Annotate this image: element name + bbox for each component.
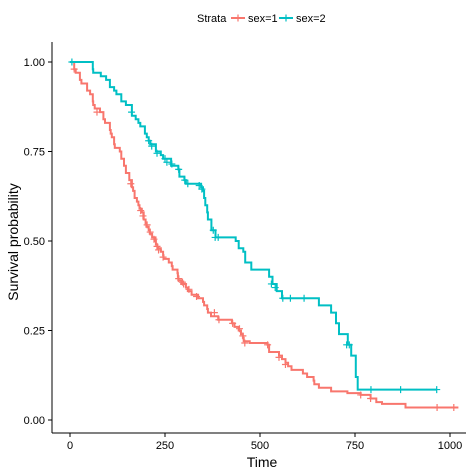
y-tick-label: 1.00 (24, 57, 45, 69)
censor-mark (153, 242, 161, 250)
censor-mark (68, 58, 76, 66)
legend-label: sex=2 (296, 13, 326, 25)
series-layer (68, 58, 459, 411)
censor-mark (168, 160, 176, 168)
censor-mark (161, 155, 169, 163)
censor-mark (128, 108, 136, 116)
censor-mark (357, 391, 365, 399)
censor-mark (300, 294, 308, 302)
censor-mark (175, 275, 183, 283)
censor-mark (450, 403, 458, 411)
x-tick-label: 750 (346, 440, 364, 452)
censor-mark (139, 212, 147, 220)
censor-mark (433, 403, 441, 411)
y-tick-label: 0.50 (24, 236, 45, 248)
x-tick-label: 1000 (438, 440, 462, 452)
censor-mark (241, 339, 249, 347)
censor-mark (193, 292, 201, 300)
censor-mark (215, 316, 223, 324)
censor-mark (279, 294, 287, 302)
survival-curve (70, 61, 437, 391)
censor-mark (137, 207, 145, 215)
censor-mark (229, 319, 237, 327)
y-tick-label: 0.00 (24, 415, 45, 427)
censor-mark (214, 233, 222, 241)
censor-mark (235, 325, 243, 333)
legend-key-cross (282, 14, 290, 22)
censor-mark (184, 180, 192, 188)
y-tick-label: 0.75 (24, 147, 45, 159)
censor-mark (286, 294, 294, 302)
censor-mark (175, 165, 183, 173)
censor-mark (145, 137, 153, 145)
survival-curve (70, 61, 459, 409)
censor-mark (210, 309, 218, 317)
legend-label: sex=1 (248, 13, 278, 25)
censor-mark (180, 280, 188, 288)
censor-mark (209, 226, 217, 234)
series-sex-1 (70, 61, 459, 411)
censor-mark (433, 386, 441, 394)
censor-mark (146, 228, 154, 236)
censor-mark (271, 284, 279, 292)
censor-mark (281, 361, 289, 369)
legend-title: Strata (197, 13, 227, 25)
y-ticks: 0.00 0.25 0.50 0.75 1.00 (24, 57, 52, 427)
series-sex-2 (68, 58, 441, 394)
censor-mark (267, 280, 275, 288)
x-tick-label: 250 (156, 440, 174, 452)
x-tick-label: 0 (67, 440, 73, 452)
censor-mark (127, 180, 135, 188)
axes: 0.00 0.25 0.50 0.75 1.00 0 250 500 750 1000 (24, 42, 466, 452)
legend-key-cross (234, 14, 242, 22)
censor-mark (198, 185, 206, 193)
censor-mark (397, 386, 405, 394)
censor-mark (275, 353, 283, 361)
censor-mark (70, 65, 78, 73)
legend-item: sex=2 (279, 13, 326, 25)
censor-mark (367, 395, 375, 403)
censor-mark (195, 182, 203, 190)
censor-mark (148, 142, 156, 150)
censor-mark (181, 176, 189, 184)
legend-items: sex=1 sex=2 (231, 13, 326, 25)
censor-mark (345, 341, 353, 349)
x-tick-label: 500 (251, 440, 269, 452)
censor-mark (185, 285, 193, 293)
censor-mark (150, 235, 158, 243)
censor-mark (153, 149, 161, 157)
censor-mark (155, 246, 163, 254)
y-axis-title: Survival probability (5, 183, 21, 301)
x-ticks: 0 250 500 750 1000 (67, 433, 462, 452)
x-axis-title: Time (247, 454, 278, 470)
censor-mark (163, 158, 171, 166)
legend: Strata sex=1 sex=2 (197, 13, 326, 25)
censor-mark (93, 108, 101, 116)
censor-mark (264, 341, 272, 349)
legend-item: sex=1 (231, 13, 278, 25)
censor-mark (367, 386, 375, 394)
censor-mark (239, 332, 247, 340)
censor-mark (143, 221, 151, 229)
censor-mark (159, 253, 167, 261)
y-tick-label: 0.25 (24, 326, 45, 338)
